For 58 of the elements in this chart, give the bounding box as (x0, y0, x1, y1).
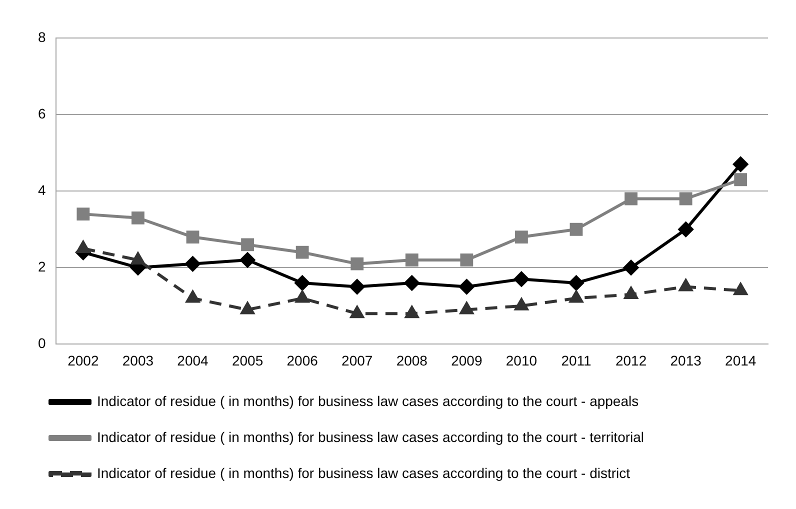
point (460, 254, 474, 266)
x-tick-label: 2008 (396, 352, 428, 368)
x-tick-label: 2007 (342, 352, 373, 368)
point (76, 208, 90, 221)
y-tick-label: 8 (38, 28, 46, 45)
x-tick-label: 2005 (232, 352, 264, 368)
point (296, 246, 309, 259)
point (185, 256, 200, 272)
point (350, 306, 364, 318)
x-tick-label: 2011 (561, 352, 592, 368)
point (405, 254, 418, 266)
point (404, 275, 420, 290)
point (405, 306, 419, 318)
point (570, 222, 583, 236)
point (186, 290, 200, 303)
point (568, 275, 584, 290)
point (515, 230, 528, 244)
point (734, 283, 748, 296)
y-tick-label: 2 (38, 258, 46, 275)
point (240, 302, 254, 314)
legend-label: Indicator of residue ( in months) for business law cases according to the court - territorial (97, 428, 644, 445)
point (514, 298, 528, 310)
point (514, 272, 529, 287)
x-tick-label: 2010 (506, 352, 538, 368)
point (624, 286, 638, 299)
point (132, 211, 144, 224)
x-tick-label: 2012 (615, 352, 647, 368)
point (294, 275, 310, 290)
x-tick-label: 2004 (177, 352, 209, 368)
point (241, 238, 254, 252)
point (679, 279, 693, 292)
point (733, 156, 748, 172)
point (76, 241, 90, 254)
x-tick-label: 2006 (286, 352, 318, 368)
point (350, 257, 364, 270)
point (240, 252, 256, 268)
point (624, 260, 639, 276)
y-tick-label: 4 (38, 182, 46, 198)
point (570, 290, 583, 303)
legend-label: Indicator of residue ( in months) for business law cases according to the court - appeals (97, 392, 639, 409)
point (734, 173, 748, 186)
x-tick-label: 2013 (670, 352, 702, 368)
point (350, 279, 365, 294)
x-tick-label: 2014 (725, 352, 756, 368)
legend-label: Indicator of residue ( in months) for business law cases according to the court - district (97, 464, 630, 481)
x-tick-label: 2003 (122, 352, 154, 368)
y-tick-label: 0 (38, 335, 46, 352)
y-tick-label: 6 (38, 105, 46, 122)
point (679, 192, 692, 206)
point (678, 222, 694, 237)
point (624, 192, 638, 206)
point (131, 252, 145, 264)
point (296, 290, 310, 303)
point (459, 279, 474, 294)
point (460, 302, 474, 314)
x-tick-label: 2002 (68, 352, 99, 368)
point (186, 230, 200, 244)
x-tick-label: 2009 (451, 352, 482, 368)
